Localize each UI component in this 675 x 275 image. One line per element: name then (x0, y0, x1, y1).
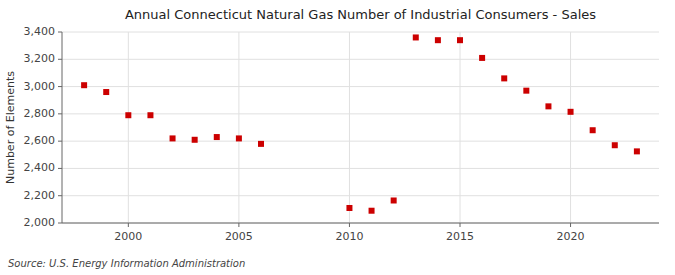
point (81, 82, 87, 88)
point (545, 103, 551, 109)
point (501, 75, 507, 81)
point (568, 109, 574, 115)
point (192, 137, 198, 143)
points (81, 34, 640, 213)
point (413, 34, 419, 40)
y-grid-line (62, 86, 659, 87)
point (612, 142, 618, 148)
y-tick (58, 113, 62, 114)
point (435, 37, 441, 43)
x-grid-line (570, 32, 571, 223)
y-tick-label: 2,200 (24, 189, 56, 202)
point (391, 197, 397, 203)
y-tick (58, 86, 62, 87)
y-grid-line (62, 195, 659, 196)
y-grid-line (62, 168, 659, 169)
x-tick-label: 2005 (225, 230, 253, 243)
y-tick (58, 168, 62, 169)
y-grid-line (62, 141, 659, 142)
y-tick-label: 2,800 (24, 107, 56, 120)
y-tick (58, 141, 62, 142)
point (214, 134, 220, 140)
y-axis-label: Number of Elements (4, 71, 17, 184)
y-axis: 2,000 2,200 2,400 2,600 2,800 3,000 3,200 3,400 (24, 25, 63, 229)
point (125, 112, 131, 118)
x-tick (570, 223, 571, 227)
x-tick-label: 2015 (446, 230, 474, 243)
y-tick-label: 3,200 (24, 52, 56, 65)
chart-container: 2,000 2,200 2,400 2,600 2,800 3,000 3,200 3,400… (0, 0, 675, 275)
point (369, 208, 375, 214)
y-grid-line (62, 223, 659, 224)
x-grid-line (238, 32, 239, 223)
grid (62, 32, 659, 223)
y-grid-line (62, 32, 659, 33)
point (457, 37, 463, 43)
x-axis-line (62, 223, 659, 224)
point (258, 141, 264, 147)
point (523, 88, 529, 94)
y-tick-label: 2,400 (24, 161, 56, 174)
y-tick (58, 59, 62, 60)
x-tick-label: 2020 (557, 230, 585, 243)
x-grid-line (460, 32, 461, 223)
chart-svg: 2,000 2,200 2,400 2,600 2,800 3,000 3,200 3,400… (0, 0, 675, 275)
point (479, 55, 485, 61)
annotation: Source: U.S. Energy Information Administ… (8, 258, 245, 269)
x-tick-label: 2010 (335, 230, 363, 243)
point (590, 127, 596, 133)
point (170, 135, 176, 141)
y-grid-line (62, 59, 659, 60)
x-tick-label: 2000 (114, 230, 142, 243)
y-tick (58, 195, 62, 196)
y-tick (58, 32, 62, 33)
point (236, 135, 242, 141)
x-axis: 2000 2005 2010 2015 2020 (114, 223, 584, 243)
y-tick-label: 3,400 (24, 25, 56, 38)
y-tick-label: 3,000 (24, 80, 56, 93)
y-tick (58, 223, 62, 224)
point (346, 205, 352, 211)
point (147, 112, 153, 118)
point (634, 148, 640, 154)
y-tick-label: 2,000 (24, 216, 56, 229)
x-tick (128, 223, 129, 227)
point (103, 89, 109, 95)
x-tick (238, 223, 239, 227)
x-tick (349, 223, 350, 227)
y-axis-line (62, 32, 63, 223)
x-grid-line (128, 32, 129, 223)
chart-title: Annual Connecticut Natural Gas Number of… (125, 7, 596, 22)
x-grid-line (349, 32, 350, 223)
y-tick-label: 2,600 (24, 134, 56, 147)
x-tick (460, 223, 461, 227)
